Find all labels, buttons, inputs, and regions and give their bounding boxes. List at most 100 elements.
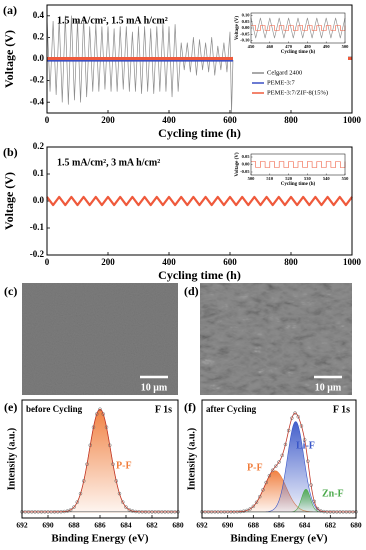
raw-point: [85, 462, 89, 466]
y-axis-title: Intensity (a.u.): [6, 428, 17, 491]
raw-point: [290, 416, 294, 420]
raw-point: [82, 479, 86, 483]
x-tick-label: 1000: [343, 115, 362, 125]
x-tick-label: 520: [285, 176, 293, 181]
plot-frame: [250, 153, 346, 176]
y-tick-label: 0.2: [33, 31, 45, 41]
peak-label: Zn-F: [322, 488, 344, 499]
y-tick-label: 0.0: [33, 53, 45, 63]
panel-label: (a): [3, 3, 17, 17]
y-tick-label: -0.10: [240, 38, 250, 43]
raw-point: [56, 510, 60, 514]
raw-point: [62, 509, 66, 514]
raw-point: [98, 407, 102, 411]
x-tick-label: 680: [172, 521, 184, 530]
x-tick-label: 490: [323, 44, 331, 49]
x-axis-title: Cycling time (h): [158, 268, 241, 282]
x-tick-label: 686: [94, 521, 106, 530]
raw-point: [91, 425, 96, 429]
annotation: 1.5 mA/cm², 3 mA h/cm²: [57, 157, 160, 168]
raw-point: [315, 506, 320, 511]
raw-point: [75, 500, 79, 504]
plot-frame: [201, 399, 357, 519]
raw-point: [114, 479, 118, 483]
raw-point: [137, 509, 141, 514]
y-tick-label: 0.00: [242, 162, 251, 167]
x-tick-label: 500: [342, 44, 350, 49]
y-tick-label: 0.2: [33, 141, 45, 151]
fit-envelope: [202, 412, 356, 513]
x-tick-label: 0: [45, 115, 50, 125]
x-tick-label: 692: [196, 521, 208, 530]
x-tick-label: 0: [45, 257, 50, 267]
raw-point: [117, 491, 122, 496]
x-tick-label: 550: [342, 176, 350, 181]
x-tick-label: 1000: [343, 257, 362, 267]
raw-point: [254, 500, 259, 505]
legend-label: PEME-3:7: [267, 79, 296, 86]
raw-point: [274, 464, 278, 468]
raw-point: [277, 460, 281, 464]
line-chart: -0.2 -0.1 0.0 0.1 0.2 0 200 400 600 800 1000 Cyclin…: [2, 141, 362, 282]
y-tick-label: -0.1: [30, 222, 45, 232]
x-tick-label: 530: [304, 176, 312, 181]
raw-point: [88, 443, 92, 447]
raw-point: [121, 500, 125, 504]
raw-point: [322, 509, 326, 514]
y-tick-label: 0.05: [242, 19, 251, 24]
x-axis-title: Cycling time (h): [281, 50, 316, 55]
raw-point: [280, 453, 284, 458]
x-tick-label: 680: [350, 521, 362, 530]
panel-label: (b): [3, 145, 18, 159]
x-tick-label: 480: [304, 44, 312, 49]
fit-envelope: [22, 408, 178, 513]
raw-point: [69, 507, 73, 512]
y-tick-label: 0.0: [33, 195, 45, 205]
raw-point: [299, 424, 304, 428]
x-tick-label: 400: [162, 257, 176, 267]
x-tick-label: 460: [266, 44, 274, 49]
x-tick-label: 450: [248, 44, 256, 49]
peak-component: [22, 408, 178, 513]
y-tick-label: -0.05: [240, 169, 250, 174]
plot-frame: [46, 4, 353, 114]
x-tick-label: 200: [101, 115, 115, 125]
raw-point: [95, 412, 99, 416]
y-tick-label: 0.4: [33, 10, 45, 20]
x-tick-label: 690: [42, 521, 54, 530]
raw-point: [245, 508, 249, 513]
inset: -0.10 -0.050.000.050.10 450 460 470 480 490 500…: [233, 10, 349, 60]
y-axis-title: Voltage (V): [235, 16, 240, 40]
raw-point: [72, 505, 76, 509]
raw-point: [127, 507, 131, 512]
raw-point: [309, 483, 313, 487]
sem-image-d: 10 μm (d): [184, 283, 352, 395]
raw-point: [286, 428, 291, 433]
x-tick-label: 200: [101, 257, 115, 267]
raw-point: [251, 504, 256, 509]
y-tick-label: -0.2: [30, 75, 45, 85]
x-tick-label: 690: [222, 521, 234, 530]
x-tick-label: 600: [223, 257, 237, 267]
raw-point: [261, 488, 265, 492]
series-line: [250, 17, 346, 39]
panel-label: (e): [4, 400, 17, 414]
sem-image-c: 10 μm (c): [4, 283, 178, 395]
raw-point: [248, 507, 252, 511]
y-axis-title: Voltage (V): [2, 30, 16, 88]
x-axis-title: Cycling time (h): [281, 182, 316, 187]
x-tick-label: 510: [266, 176, 274, 181]
y-axis-title: Voltage (V): [2, 172, 16, 230]
raw-point: [49, 510, 53, 514]
x-tick-label: 682: [146, 521, 158, 530]
x-tick-label: 682: [325, 521, 337, 530]
annotation: after Cycling: [206, 404, 257, 414]
series-line: [251, 25, 346, 31]
inset-background: [233, 151, 348, 192]
raw-point: [124, 505, 128, 509]
y-tick-label: 0.05: [242, 154, 251, 159]
raw-point: [312, 499, 317, 504]
